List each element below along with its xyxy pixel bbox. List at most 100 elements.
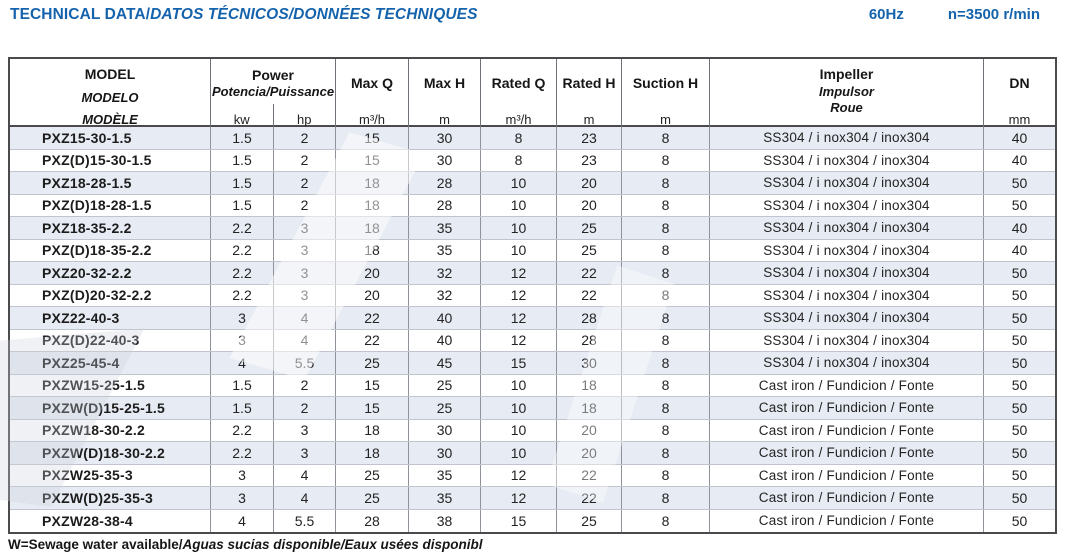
dn-cell: 50 <box>1011 399 1028 416</box>
kw-cell: 3 <box>211 329 274 351</box>
table-row: PXZ(D)22-40-3 3 4 22 40 12 28 8 SS304 / … <box>10 329 1055 352</box>
rated-h-cell: 18 <box>557 397 622 419</box>
table-row: PXZW(D)25-35-3 3 4 25 35 12 22 8 Cast ir… <box>10 487 1055 510</box>
rated-q-cell: 12 <box>481 262 557 284</box>
kw-cell: 4 <box>211 352 274 374</box>
impeller-cell: SS304 / i nox304 / inox304 <box>710 329 984 351</box>
table-row: PXZ(D)18-35-2.2 2.2 3 18 35 10 25 8 SS30… <box>10 239 1055 262</box>
max-q-cell: 15 <box>336 149 409 171</box>
max-q-cell: 25 <box>336 487 409 509</box>
max-h-cell: 35 <box>409 487 481 509</box>
rated-h-cell: 20 <box>557 419 622 441</box>
model-cell: PXZW28-38-4 <box>10 509 211 532</box>
rated-q-cell: 10 <box>481 397 557 419</box>
rated-h-cell: 22 <box>557 464 622 486</box>
title-english: TECHNICAL DATA/ <box>10 6 151 23</box>
rated-h-cell: 20 <box>557 172 622 194</box>
header-rated-q: Rated Q m³/h <box>481 59 557 134</box>
header-suction-h: Suction H m <box>622 59 710 134</box>
rated-h-cell: 23 <box>557 127 622 149</box>
table-row: PXZW(D)18-30-2.2 2.2 3 18 30 10 20 8 Cas… <box>10 442 1055 465</box>
rated-q-cell: 12 <box>481 487 557 509</box>
suction-h-cell: 8 <box>622 194 710 216</box>
kw-cell: 2.2 <box>211 262 274 284</box>
rated-q-cell: 12 <box>481 307 557 329</box>
rated-h-cell: 22 <box>557 284 622 306</box>
footnote: W=Sewage water available/Aguas sucias di… <box>8 537 483 552</box>
hp-cell: 2 <box>274 149 336 171</box>
suction-h-cell: 8 <box>622 442 710 464</box>
rated-q-cell: 10 <box>481 172 557 194</box>
title-translations: DATOS TÉCNICOS/DONNÉES TECHNIQUES <box>150 6 478 23</box>
impeller-cell: SS304 / i nox304 / inox304 <box>710 127 984 149</box>
rated-h-cell: 28 <box>557 307 622 329</box>
max-h-cell: 28 <box>409 172 481 194</box>
table-row: PXZ(D)20-32-2.2 2.2 3 20 32 12 22 8 SS30… <box>10 284 1055 307</box>
dn-cell: 50 <box>1011 264 1028 281</box>
max-q-cell: 15 <box>336 397 409 419</box>
rated-h-cell: 22 <box>557 262 622 284</box>
suction-h-cell: 8 <box>622 149 710 171</box>
header-model: MODEL MODELO MODÈLE <box>10 59 211 134</box>
rated-h-cell: 30 <box>557 352 622 374</box>
kw-cell: 3 <box>211 307 274 329</box>
dn-cell: 40 <box>1011 242 1028 259</box>
impeller-cell: SS304 / i nox304 / inox304 <box>710 149 984 171</box>
hp-cell: 2 <box>274 194 336 216</box>
max-q-cell: 18 <box>336 239 409 261</box>
rated-q-cell: 10 <box>481 419 557 441</box>
rated-h-cell: 25 <box>557 217 622 239</box>
header-dn: DN mm <box>1008 74 1031 127</box>
table-row: PXZW25-35-3 3 4 25 35 12 22 8 Cast iron … <box>10 464 1055 487</box>
hp-cell: 3 <box>274 419 336 441</box>
max-h-cell: 30 <box>409 442 481 464</box>
kw-cell: 2.2 <box>211 419 274 441</box>
hp-cell: 4 <box>274 329 336 351</box>
rated-h-cell: 20 <box>557 194 622 216</box>
suction-h-cell: 8 <box>622 239 710 261</box>
suction-h-cell: 8 <box>622 284 710 306</box>
footnote-english: W=Sewage water available/ <box>8 537 183 552</box>
rated-q-cell: 10 <box>481 194 557 216</box>
rated-q-cell: 10 <box>481 442 557 464</box>
rated-q-cell: 8 <box>481 149 557 171</box>
model-cell: PXZW25-35-3 <box>10 464 211 486</box>
max-q-cell: 22 <box>336 307 409 329</box>
impeller-cell: Cast iron / Fundicion / Fonte <box>710 509 984 532</box>
dn-cell: 50 <box>1011 467 1028 484</box>
kw-cell: 1.5 <box>211 374 274 396</box>
max-h-cell: 35 <box>409 239 481 261</box>
rated-h-cell: 20 <box>557 442 622 464</box>
max-q-cell: 25 <box>336 352 409 374</box>
table-row: PXZW28-38-4 4 5.5 28 38 15 25 8 Cast iro… <box>10 509 1055 532</box>
dn-cell: 50 <box>1011 422 1028 439</box>
table-row: PXZ(D)15-30-1.5 1.5 2 15 30 8 23 8 SS304… <box>10 149 1055 172</box>
hp-cell: 4 <box>274 487 336 509</box>
hp-cell: 2 <box>274 374 336 396</box>
max-q-cell: 25 <box>336 464 409 486</box>
rated-h-cell: 28 <box>557 329 622 351</box>
header-max-q: Max Q m³/h <box>336 59 409 134</box>
hp-cell: 4 <box>274 464 336 486</box>
suction-h-cell: 8 <box>622 127 710 149</box>
model-cell: PXZ18-35-2.2 <box>10 217 211 239</box>
table-row: PXZ20-32-2.2 2.2 3 20 32 12 22 8 SS304 /… <box>10 262 1055 285</box>
table-row: PXZW15-25-1.5 1.5 2 15 25 10 18 8 Cast i… <box>10 374 1055 397</box>
spec-labels: 60Hz n=3500 r/min <box>869 6 1040 23</box>
table-row: PXZ18-35-2.2 2.2 3 18 35 10 25 8 SS304 /… <box>10 217 1055 240</box>
model-cell: PXZW(D)25-35-3 <box>10 487 211 509</box>
max-h-cell: 40 <box>409 329 481 351</box>
rated-q-cell: 10 <box>481 374 557 396</box>
hp-cell: 3 <box>274 284 336 306</box>
model-cell: PXZ(D)22-40-3 <box>10 329 211 351</box>
table-row: PXZW(D)15-25-1.5 1.5 2 15 25 10 18 8 Cas… <box>10 397 1055 420</box>
dn-cell: 50 <box>1011 197 1028 214</box>
kw-cell: 2.2 <box>211 442 274 464</box>
hp-cell: 3 <box>274 262 336 284</box>
impeller-cell: SS304 / i nox304 / inox304 <box>710 217 984 239</box>
suction-h-cell: 8 <box>622 262 710 284</box>
frequency-label: 60Hz <box>868 6 904 23</box>
model-cell: PXZW15-25-1.5 <box>10 374 211 396</box>
max-h-cell: 32 <box>409 262 481 284</box>
max-h-cell: 38 <box>409 509 481 532</box>
